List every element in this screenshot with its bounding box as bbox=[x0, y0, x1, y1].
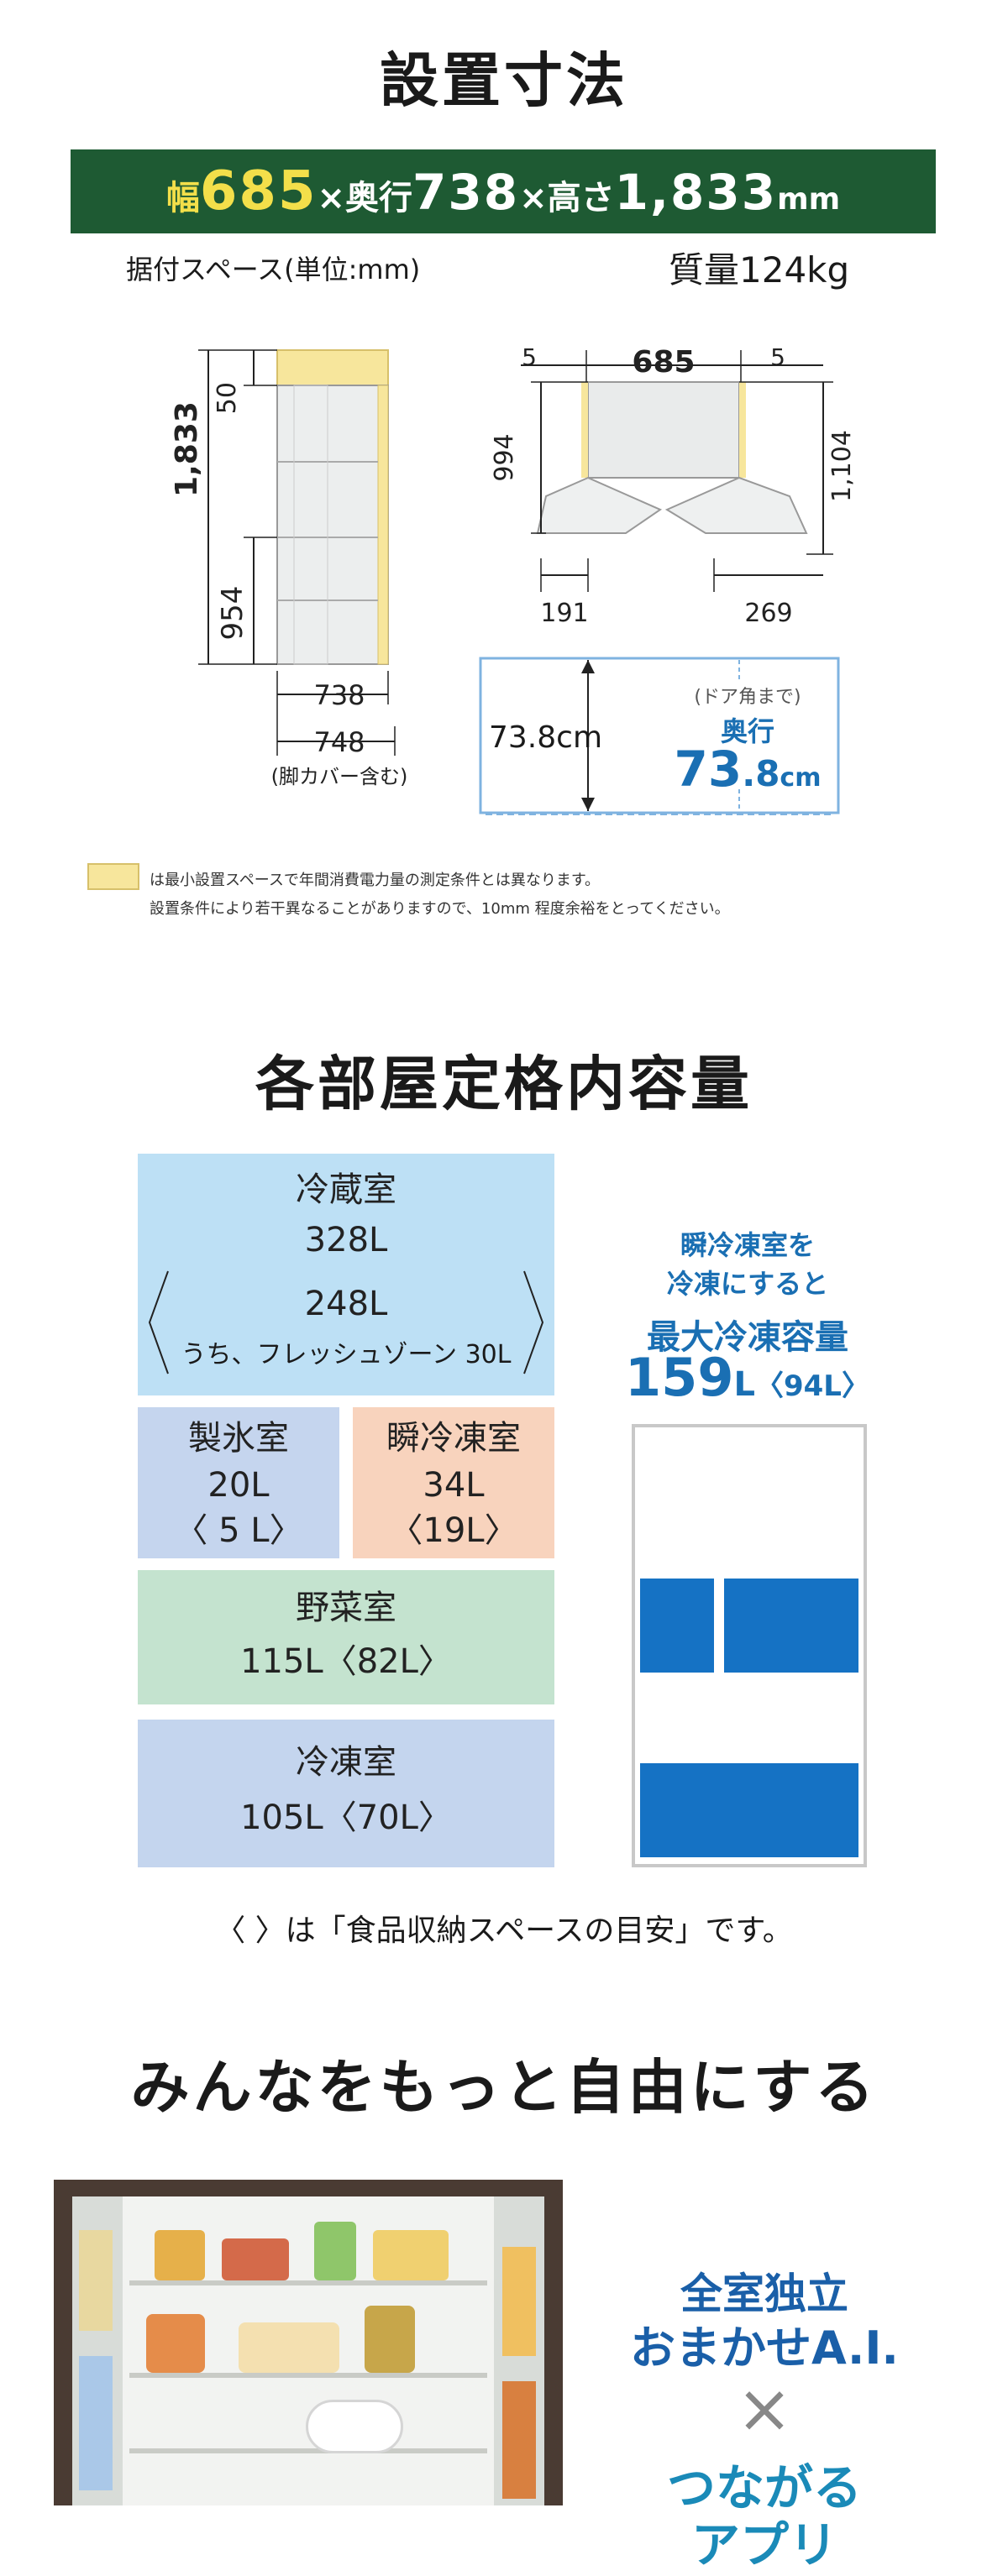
instant-freeze-compartment bbox=[353, 1407, 554, 1558]
top-space-rect bbox=[276, 349, 389, 386]
badge-app-line2: アプリ bbox=[690, 2516, 837, 2573]
mass-label: 質量124kg bbox=[669, 249, 850, 291]
left-open-dim: 191 bbox=[540, 599, 588, 628]
freezer-block-main bbox=[640, 1763, 858, 1857]
side-top-dim: 50 bbox=[213, 382, 242, 414]
legend-note-line2: 設置条件により若干異なることがありますので、10mm 程度余裕をとってください。 bbox=[150, 900, 730, 918]
fridge-side-body bbox=[276, 385, 389, 665]
instant-store: 〈19L〉 bbox=[389, 1511, 518, 1550]
times-sign: × bbox=[519, 179, 548, 217]
door-depth-big-dec: .8 bbox=[742, 753, 780, 794]
vegetable-compartment bbox=[138, 1570, 554, 1704]
ice-compartment bbox=[138, 1407, 339, 1558]
promo-capacity-num: 159 bbox=[625, 1347, 734, 1408]
veg-value: 115L〈82L〉 bbox=[240, 1642, 452, 1681]
depth-value: 738 bbox=[412, 164, 520, 221]
ice-store: 〈 5 L〉 bbox=[174, 1511, 303, 1550]
dimension-text: 幅685×奥行738×高さ1,833mm bbox=[71, 149, 936, 233]
width-label: 幅 bbox=[165, 179, 200, 217]
freezer-name: 冷凍室 bbox=[296, 1743, 396, 1782]
door-depth-label: 奥行 bbox=[720, 715, 774, 747]
width-value: 685 bbox=[199, 160, 318, 223]
fridge-fresh-zone: うち、フレッシュゾーン 30L bbox=[181, 1340, 512, 1369]
promo-line1: 瞬冷凍室を bbox=[680, 1229, 815, 1261]
promo-line2: 冷凍にすると bbox=[666, 1268, 829, 1300]
times-icon: × bbox=[736, 2369, 793, 2448]
fridge-total: 328L bbox=[304, 1221, 388, 1259]
unit-label: mm bbox=[777, 182, 841, 217]
legend-note-line1: は最小設置スペースで年間消費電力量の測定条件とは異なります。 bbox=[150, 872, 601, 889]
height-label: 高さ bbox=[547, 179, 615, 217]
promo-line3: 最大冷凍容量 bbox=[647, 1318, 848, 1357]
space-note: 据付スペース(単位:mm) bbox=[126, 254, 421, 285]
top-width-dim: 685 bbox=[632, 345, 695, 380]
freezer-compartment bbox=[138, 1720, 554, 1867]
door-depth-panel bbox=[479, 657, 840, 815]
side-lower-dim: 954 bbox=[216, 586, 249, 641]
left-gap-dim: 5 bbox=[522, 343, 537, 371]
depth-748: 748 bbox=[313, 726, 365, 758]
left-depth-dim: 994 bbox=[490, 433, 519, 481]
top-view-diagram: 5 685 5 994 1,104 191 269 bbox=[490, 343, 857, 628]
storage-footnote: 〈 〉は「食品収納スペースの目安」です。 bbox=[215, 1914, 793, 1948]
freezer-block-instant bbox=[640, 1579, 714, 1673]
fridge-compartment bbox=[138, 1154, 554, 1395]
right-depth-dim: 1,104 bbox=[827, 430, 857, 502]
badge-ai-line2: おまかせA.I. bbox=[630, 2322, 899, 2374]
dimension-bar bbox=[71, 149, 936, 233]
depth-note: (脚カバー含む) bbox=[271, 765, 408, 788]
promo-capacity: 159L〈94L〉 bbox=[613, 1347, 882, 1408]
fridge-store: 248L bbox=[304, 1285, 388, 1323]
ice-name: 製氷室 bbox=[188, 1419, 289, 1458]
fridge-bracket bbox=[148, 1270, 544, 1374]
veg-name: 野菜室 bbox=[296, 1589, 396, 1627]
ice-total: 20L bbox=[207, 1466, 270, 1505]
side-view-diagram: 50 1,833 954 738 748 (脚カバー含む) bbox=[170, 349, 408, 788]
door-depth-big-num: 73 bbox=[674, 741, 743, 798]
space-legend-swatch bbox=[87, 863, 139, 890]
freezer-value: 105L〈70L〉 bbox=[240, 1798, 452, 1837]
fridge-name: 冷蔵室 bbox=[296, 1170, 396, 1209]
door-depth-big-unit: cm bbox=[780, 763, 822, 793]
right-open-dim: 269 bbox=[744, 599, 792, 628]
badge-ai-line1: 全室独立 bbox=[680, 2270, 848, 2318]
instant-name: 瞬冷凍室 bbox=[386, 1419, 521, 1458]
promo-capacity-unit: L bbox=[733, 1365, 755, 1404]
section-title-dimensions: 設置寸法 bbox=[380, 46, 628, 115]
freezer-block-ice bbox=[724, 1579, 858, 1673]
promo-capacity-store: 〈94L〉 bbox=[754, 1369, 870, 1403]
instant-total: 34L bbox=[423, 1466, 485, 1505]
section-title-capacity: 各部屋定格内容量 bbox=[255, 1050, 753, 1118]
section-title-freedom: みんなをもっと自由にする bbox=[130, 2053, 878, 2122]
fridge-photo bbox=[54, 2180, 563, 2505]
side-total-dim: 1,833 bbox=[170, 401, 204, 497]
door-depth-value: 73.8cm bbox=[489, 720, 603, 755]
depth-738: 738 bbox=[313, 679, 365, 711]
right-gap-dim: 5 bbox=[770, 343, 785, 371]
depth-label: 奥行 bbox=[345, 179, 412, 217]
fridge-top-body bbox=[587, 381, 740, 479]
door-depth-note: (ドア角まで) bbox=[694, 687, 801, 708]
door-depth-big: 73.8cm bbox=[647, 741, 848, 798]
height-value: 1,833 bbox=[614, 164, 778, 221]
times-sign: × bbox=[317, 179, 345, 217]
